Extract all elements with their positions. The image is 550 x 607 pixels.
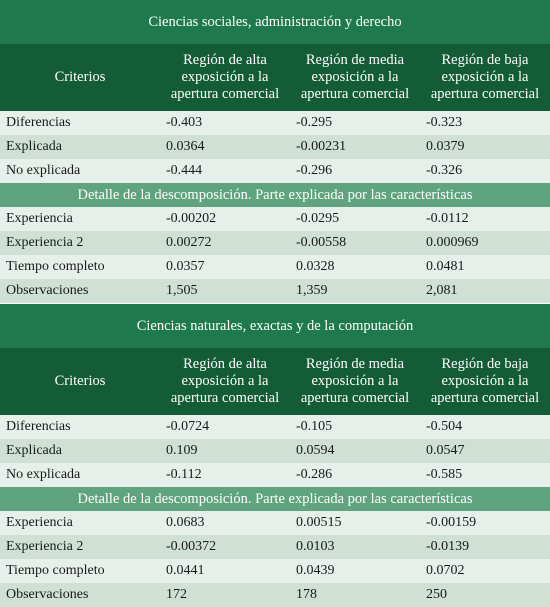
cell-value: 2,081: [426, 283, 458, 298]
table-row: Tiempo completo 0.0441 0.0439 0.0702: [0, 559, 550, 583]
table-row: Tiempo completo 0.0357 0.0328 0.0481: [0, 255, 550, 279]
header-media: Región de media exposición a la apertura c…: [300, 52, 410, 102]
row-label: Observaciones: [6, 587, 89, 602]
table-row: No explicada -0.444 -0.296 -0.326: [0, 159, 550, 183]
table-row: Experiencia 2 0.00272 -0.00558 0.000969: [0, 231, 550, 255]
table-row: Diferencias -0.403 -0.295 -0.323: [0, 111, 550, 135]
cell-value: -0.112: [166, 467, 202, 482]
row-label: Explicada: [6, 139, 62, 154]
header-alta: Región de alta exposición a la apertura co…: [170, 52, 280, 102]
cell-value: -0.585: [426, 467, 463, 482]
cell-value: 0.0379: [426, 139, 465, 154]
cell-value: 250: [426, 587, 447, 602]
table-header: Criterios Región de alta exposición a la a…: [0, 44, 550, 111]
cell-value: -0.00202: [166, 211, 217, 226]
divider: [0, 303, 550, 304]
table-row: Experiencia 2 -0.00372 0.0103 -0.0139: [0, 535, 550, 559]
row-label: Experiencia 2: [6, 539, 84, 554]
row-label: Diferencias: [6, 115, 71, 130]
cell-value: 1,359: [296, 283, 328, 298]
row-label: Tiempo completo: [6, 259, 105, 274]
section-title: Ciencias naturales, exactas y de la comp…: [0, 304, 550, 348]
cell-value: 0.0481: [426, 259, 465, 274]
cell-value: 0.0547: [426, 443, 465, 458]
cell-value: 0.0103: [296, 539, 335, 554]
row-label: No explicada: [6, 467, 81, 482]
cell-value: 0.109: [166, 443, 198, 458]
cell-value: -0.105: [296, 419, 333, 434]
row-label: Diferencias: [6, 419, 71, 434]
cell-value: 0.0702: [426, 563, 465, 578]
decomposition-subtitle: Detalle de la descomposición. Parte expl…: [0, 183, 550, 207]
cell-value: 1,505: [166, 283, 198, 298]
row-label: No explicada: [6, 163, 81, 178]
cell-value: 172: [166, 587, 187, 602]
cell-value: -0.504: [426, 419, 463, 434]
table-row: Experiencia 0.0683 0.00515 -0.00159: [0, 511, 550, 535]
cell-value: -0.00372: [166, 539, 217, 554]
header-criterios: Criterios: [54, 69, 106, 85]
header-baja: Región de baja exposición a la apertura co…: [430, 52, 540, 102]
row-label: Experiencia 2: [6, 235, 84, 250]
table-header: Criterios Región de alta exposición a la a…: [0, 348, 550, 415]
cell-value: 0.0439: [296, 563, 335, 578]
cell-value: -0.00231: [296, 139, 347, 154]
table-row: Diferencias -0.0724 -0.105 -0.504: [0, 415, 550, 439]
cell-value: 0.0364: [166, 139, 205, 154]
cell-value: 0.0683: [166, 515, 205, 530]
cell-value: 0.000969: [426, 235, 479, 250]
cell-value: -0.00558: [296, 235, 347, 250]
cell-value: -0.0139: [426, 539, 470, 554]
table-row: Explicada 0.0364 -0.00231 0.0379: [0, 135, 550, 159]
cell-value: 0.0357: [166, 259, 205, 274]
cell-value: 0.00272: [166, 235, 212, 250]
header-criterios: Criterios: [54, 373, 106, 389]
table-row: Explicada 0.109 0.0594 0.0547: [0, 439, 550, 463]
cell-value: -0.295: [296, 115, 333, 130]
cell-value: 0.0328: [296, 259, 335, 274]
table-row: Observaciones 1,505 1,359 2,081: [0, 279, 550, 303]
cell-value: -0.00159: [426, 515, 477, 530]
cell-value: -0.323: [426, 115, 463, 130]
header-baja: Región de baja exposición a la apertura co…: [430, 356, 540, 406]
section-title: Ciencias sociales, administración y dere…: [0, 0, 550, 44]
cell-value: -0.444: [166, 163, 203, 178]
cell-value: -0.403: [166, 115, 203, 130]
cell-value: 178: [296, 587, 317, 602]
cell-value: -0.296: [296, 163, 333, 178]
row-label: Explicada: [6, 443, 62, 458]
header-media: Región de media exposición a la apertura c…: [300, 356, 410, 406]
cell-value: -0.286: [296, 467, 333, 482]
cell-value: -0.0724: [166, 419, 210, 434]
cell-value: -0.326: [426, 163, 463, 178]
row-label: Experiencia: [6, 515, 73, 530]
cell-value: 0.0594: [296, 443, 335, 458]
table-row: Experiencia -0.00202 -0.0295 -0.0112: [0, 207, 550, 231]
cell-value: 0.0441: [166, 563, 205, 578]
cell-value: -0.0112: [426, 211, 469, 226]
row-label: Observaciones: [6, 283, 89, 298]
decomposition-subtitle: Detalle de la descomposición. Parte expl…: [0, 487, 550, 511]
header-alta: Región de alta exposición a la apertura co…: [170, 356, 280, 406]
table-row: Observaciones 172 178 250: [0, 583, 550, 607]
cell-value: -0.0295: [296, 211, 340, 226]
cell-value: 0.00515: [296, 515, 342, 530]
table-row: No explicada -0.112 -0.286 -0.585: [0, 463, 550, 487]
row-label: Experiencia: [6, 211, 73, 226]
row-label: Tiempo completo: [6, 563, 105, 578]
